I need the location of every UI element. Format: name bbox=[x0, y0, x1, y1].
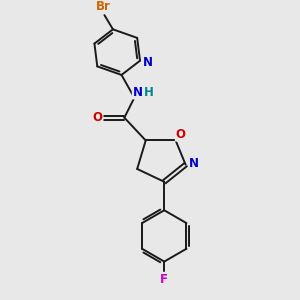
Text: N: N bbox=[133, 85, 143, 98]
Text: Br: Br bbox=[95, 0, 110, 13]
Text: N: N bbox=[189, 157, 199, 170]
Text: F: F bbox=[160, 273, 168, 286]
Text: H: H bbox=[144, 85, 154, 98]
Text: O: O bbox=[176, 128, 186, 141]
Text: N: N bbox=[143, 56, 153, 69]
Text: O: O bbox=[92, 111, 102, 124]
